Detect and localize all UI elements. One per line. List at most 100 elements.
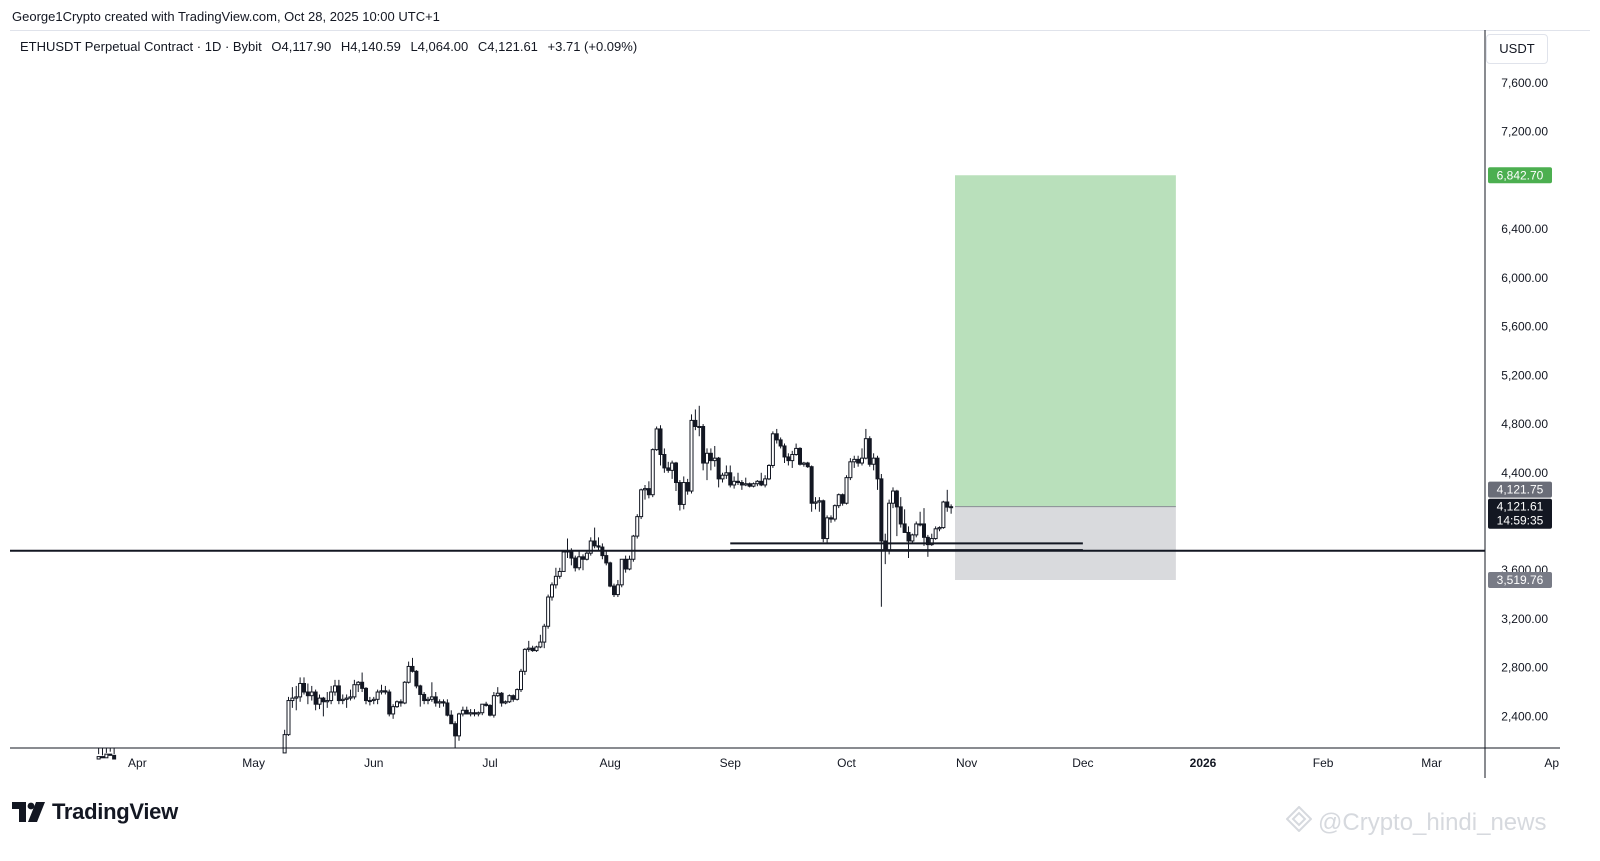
candle bbox=[898, 497, 903, 528]
candle-body bbox=[317, 697, 322, 705]
candle-body bbox=[391, 706, 396, 715]
candle-body bbox=[464, 709, 469, 715]
candle bbox=[736, 472, 740, 485]
candle bbox=[693, 409, 698, 431]
candle bbox=[701, 424, 706, 471]
candle-body bbox=[712, 457, 717, 462]
candle bbox=[635, 514, 640, 539]
candle-body bbox=[530, 647, 535, 652]
candle-body bbox=[460, 709, 465, 715]
candle bbox=[398, 699, 403, 707]
candle-body bbox=[763, 478, 768, 486]
candle bbox=[511, 694, 516, 702]
candle bbox=[344, 694, 349, 708]
candle-body bbox=[774, 433, 779, 441]
candle bbox=[433, 692, 438, 707]
time-tick-label: May bbox=[242, 756, 265, 770]
candle bbox=[519, 668, 523, 693]
candle bbox=[844, 475, 849, 505]
price-tick-label: 4,800.00 bbox=[1501, 417, 1548, 431]
candle-body bbox=[871, 457, 876, 465]
candle bbox=[747, 482, 752, 488]
candle bbox=[321, 696, 326, 717]
candle-body bbox=[860, 457, 864, 464]
candle bbox=[534, 645, 539, 652]
candle bbox=[615, 579, 620, 598]
candle bbox=[670, 460, 675, 479]
candle bbox=[739, 480, 744, 490]
candle-body bbox=[817, 500, 822, 503]
legend-symbol[interactable]: ETHUSDT Perpetual Contract · 1D · Bybit bbox=[20, 39, 262, 54]
candle bbox=[515, 688, 520, 701]
candle-body bbox=[832, 505, 837, 520]
candle-body bbox=[844, 477, 849, 504]
chart-frame bbox=[10, 30, 1590, 779]
candle-body bbox=[627, 558, 632, 570]
candle bbox=[654, 426, 659, 451]
candle-body bbox=[515, 689, 520, 700]
price-tick-label: 5,600.00 bbox=[1501, 320, 1548, 334]
candle bbox=[906, 526, 911, 559]
candle bbox=[367, 696, 372, 706]
candle-body bbox=[929, 538, 934, 546]
candle-body bbox=[635, 516, 640, 537]
candle bbox=[484, 701, 489, 707]
candle-body bbox=[786, 456, 791, 462]
currency-button[interactable]: USDT bbox=[1486, 34, 1548, 64]
time-tick-label: Ap bbox=[1544, 756, 1559, 770]
candle-body bbox=[340, 698, 345, 702]
price-tick-label: 3,200.00 bbox=[1501, 612, 1548, 626]
candle-body bbox=[371, 698, 376, 702]
diamond-icon bbox=[1285, 805, 1313, 839]
candle-body bbox=[429, 696, 434, 700]
candle-body bbox=[302, 682, 306, 693]
candle bbox=[352, 679, 357, 700]
candle-body bbox=[449, 714, 454, 725]
position-zones bbox=[955, 175, 1176, 580]
candle-body bbox=[747, 483, 752, 487]
candle-body bbox=[550, 584, 554, 598]
candle bbox=[829, 515, 833, 523]
candle bbox=[658, 425, 663, 466]
time-tick-label: Mar bbox=[1421, 756, 1442, 770]
candle bbox=[302, 677, 306, 695]
candle-body bbox=[708, 452, 713, 462]
time-tick-label: Nov bbox=[956, 756, 977, 770]
candle bbox=[712, 445, 717, 467]
candle-body bbox=[499, 692, 504, 704]
candle bbox=[852, 455, 857, 468]
candle bbox=[581, 554, 585, 571]
candle-body bbox=[511, 695, 516, 700]
candle bbox=[809, 465, 814, 512]
price-tick-label: 4,400.00 bbox=[1501, 466, 1548, 480]
candle-body bbox=[697, 425, 702, 428]
time-tick-label: Feb bbox=[1313, 756, 1334, 770]
candle-body bbox=[542, 625, 547, 643]
candle-body bbox=[891, 490, 895, 504]
candle-body bbox=[743, 483, 748, 486]
candle-body bbox=[395, 701, 399, 708]
candle-body bbox=[770, 433, 775, 466]
candle bbox=[677, 480, 682, 511]
candles bbox=[96, 405, 954, 760]
candle bbox=[767, 464, 771, 481]
candle bbox=[329, 685, 334, 705]
candle bbox=[356, 681, 361, 693]
target-badge-bg bbox=[1488, 167, 1552, 184]
candle bbox=[646, 481, 651, 499]
candle bbox=[530, 645, 535, 652]
candle-body bbox=[472, 712, 477, 715]
candle bbox=[538, 634, 543, 649]
stop-badge-text: 3,519.76 bbox=[1497, 573, 1544, 587]
tradingview-brand[interactable]: TradingView bbox=[12, 798, 178, 826]
candle-body bbox=[402, 681, 407, 704]
candle-body bbox=[484, 703, 489, 706]
candle-body bbox=[360, 681, 365, 689]
candle-body bbox=[720, 474, 725, 480]
candle-body bbox=[491, 695, 496, 716]
candle bbox=[786, 453, 791, 466]
candle bbox=[550, 582, 554, 601]
candle bbox=[604, 550, 609, 566]
candle bbox=[526, 640, 531, 652]
